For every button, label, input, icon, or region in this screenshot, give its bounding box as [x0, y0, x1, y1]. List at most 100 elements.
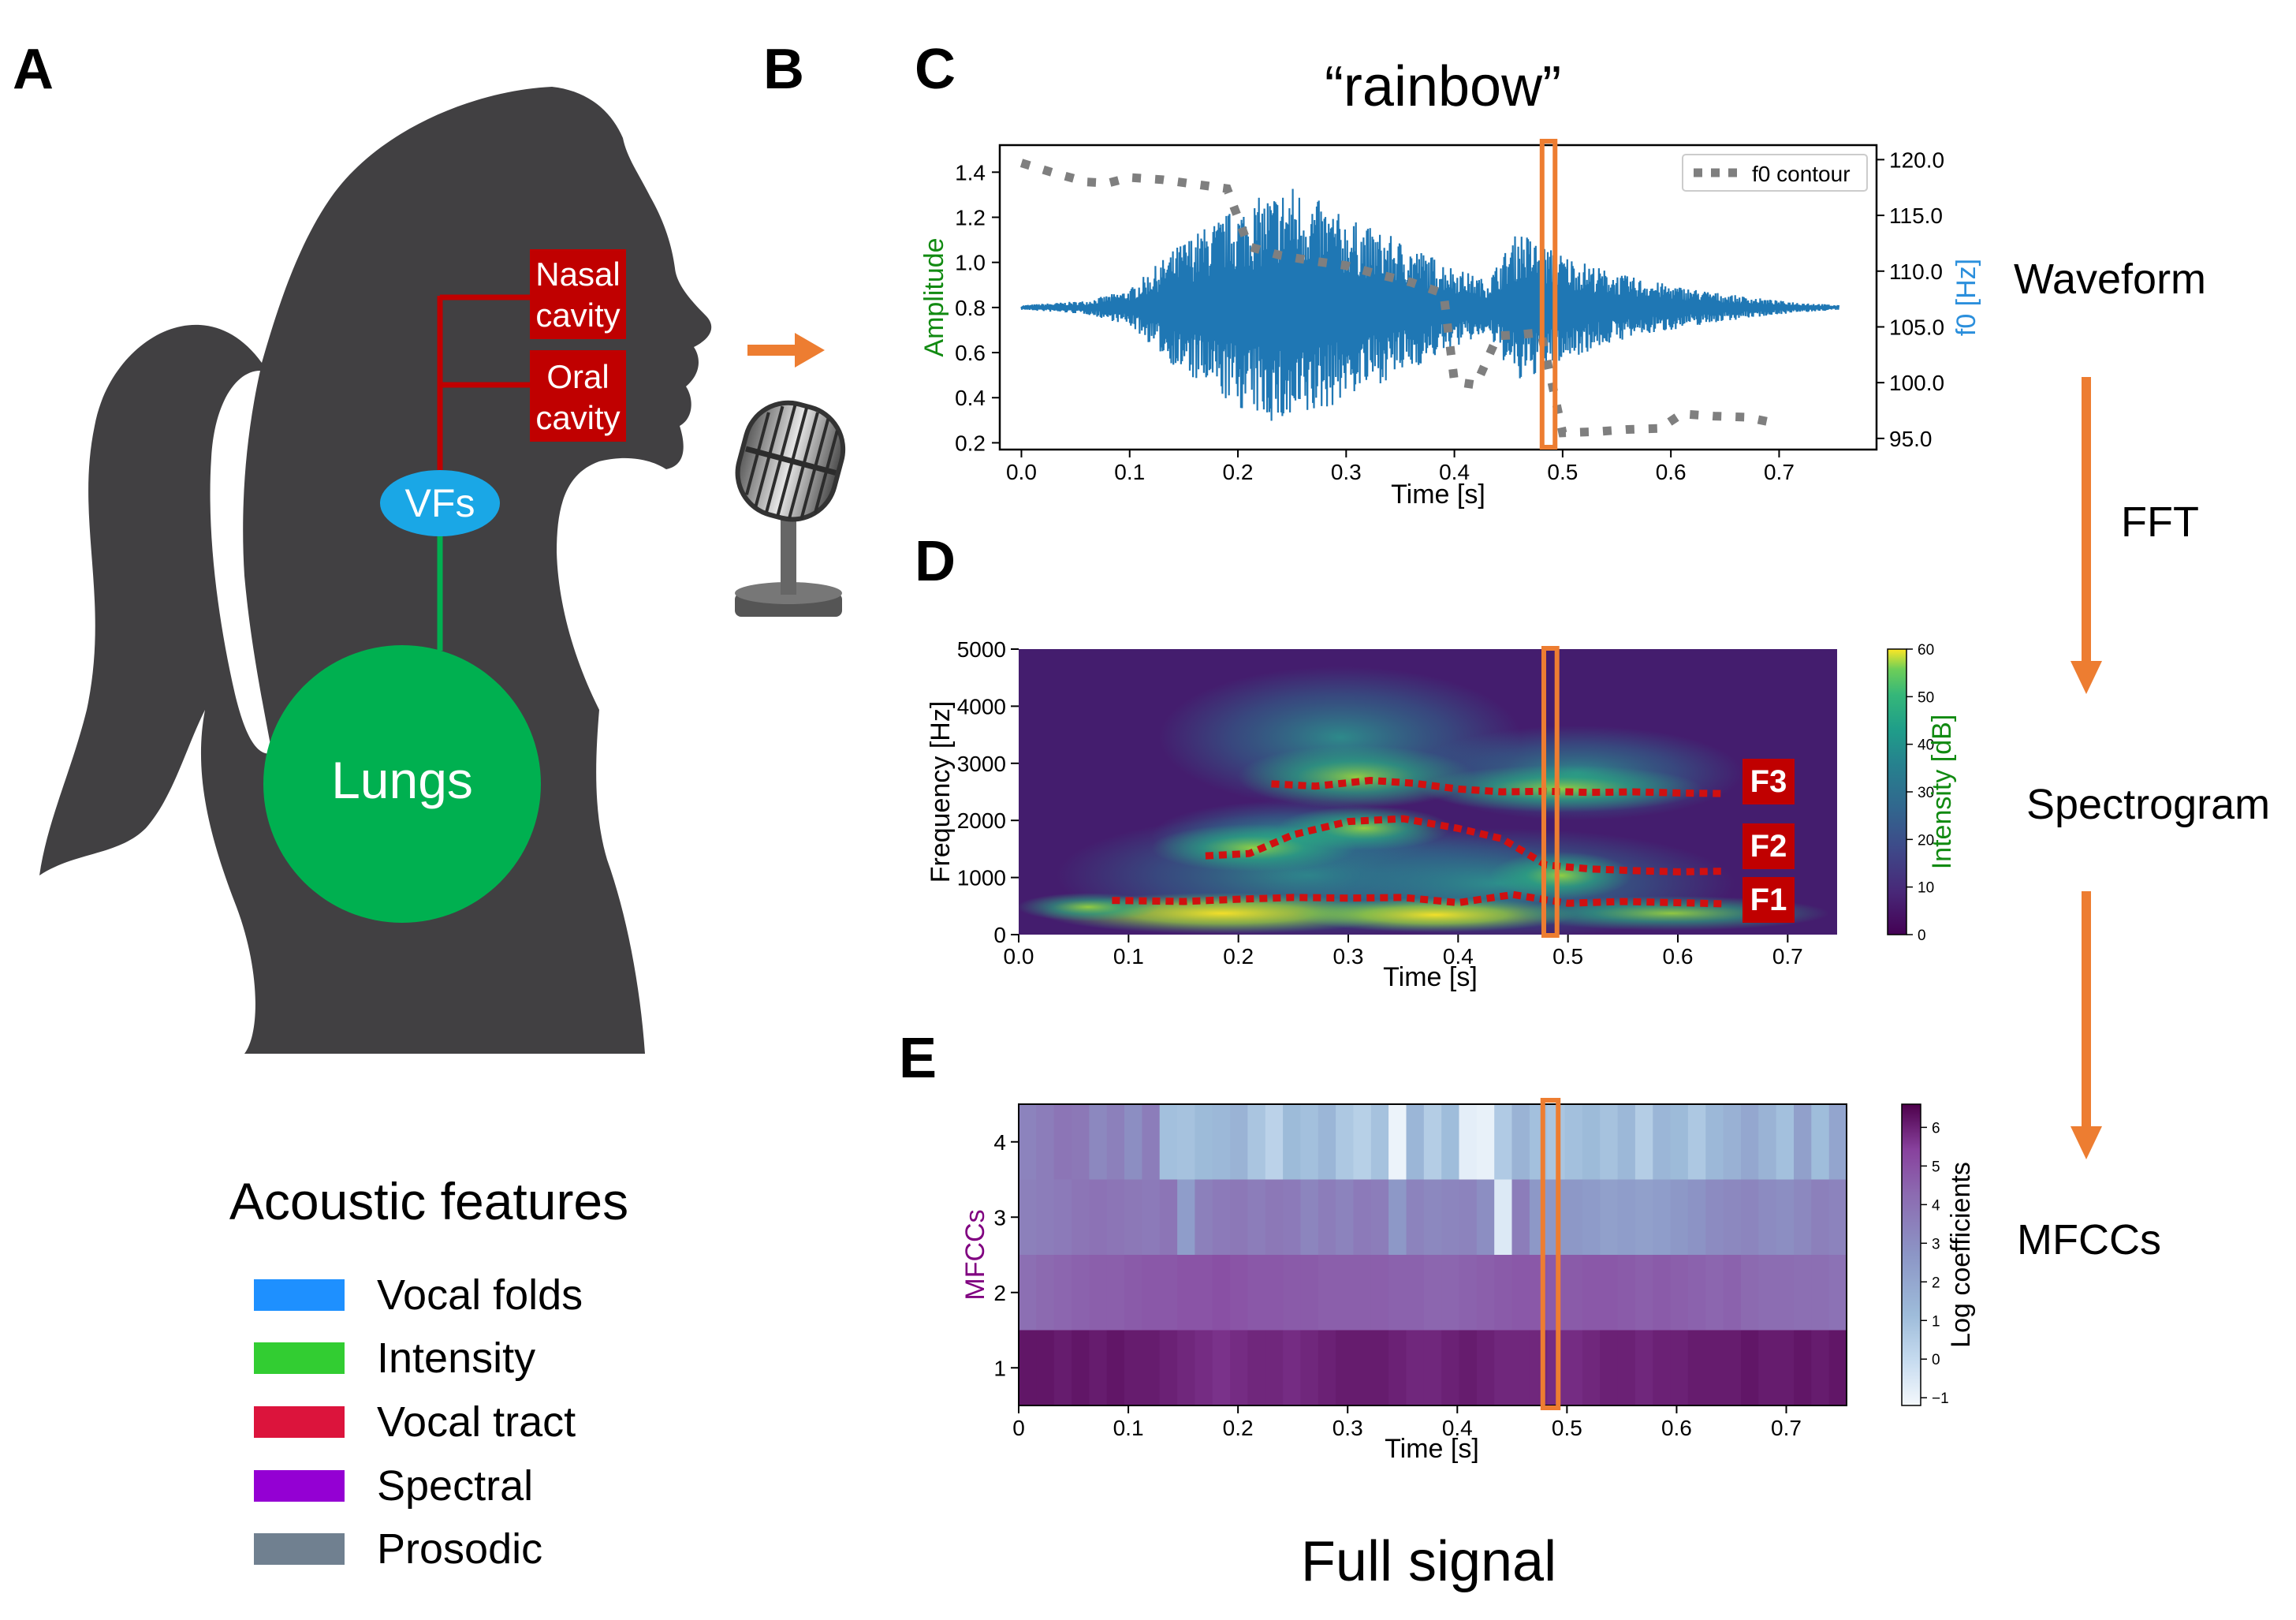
pipeline-fft: FFT	[2121, 498, 2199, 546]
highlight-window	[1540, 1098, 1561, 1410]
mfcc-cell	[1600, 1255, 1619, 1331]
y-tick-label: 3	[993, 1205, 1006, 1230]
x-tick-label: 0.7	[1771, 1416, 1802, 1440]
mfcc-cell	[1582, 1104, 1601, 1180]
mfcc-cell	[1687, 1255, 1706, 1331]
mfcc-cell	[1634, 1330, 1653, 1405]
mfcc-cell	[1212, 1179, 1231, 1255]
colorbar-tick-label: 2	[1932, 1275, 1940, 1291]
mfcc-cell	[1653, 1179, 1672, 1255]
mfcc-cell	[1564, 1104, 1583, 1180]
panel-letter-d: D	[915, 530, 956, 593]
mfcc-cell	[1423, 1330, 1442, 1405]
mfcc-cell	[1265, 1179, 1284, 1255]
mfcc-cell	[1741, 1179, 1759, 1255]
mfcc-cell	[1353, 1330, 1372, 1405]
x-axis-label: Time [s]	[1391, 480, 1485, 510]
svg-text:Oral: Oral	[546, 358, 609, 395]
word-title: “rainbow”	[1325, 55, 1561, 118]
legend-item-spectral: Spectral	[254, 1462, 533, 1510]
y2-tick-label: 115.0	[1889, 203, 1943, 228]
mfcc-cell	[1124, 1255, 1142, 1331]
spectrogram-chart: F3 F2 F1 0.0 0.1 0.2 0.3 0.4 0.5 0.6 0.7 0 1000 2…	[926, 637, 1957, 992]
svg-text:VFs: VFs	[405, 481, 475, 525]
y2-tick-label: 120.0	[1889, 147, 1944, 172]
formant-track-f2	[1205, 815, 1722, 875]
legend-entry-f0: f0 contour	[1752, 162, 1851, 186]
mfcc-cell	[1406, 1330, 1425, 1405]
y-tick-label: 2	[993, 1281, 1006, 1305]
legend-swatch	[254, 1342, 345, 1374]
x-tick-label: 0.3	[1332, 1416, 1363, 1440]
mfcc-cell	[1019, 1104, 1037, 1180]
colorbar-label: Intensity [dB]	[1927, 715, 1957, 870]
svg-text:cavity: cavity	[535, 297, 620, 334]
mfcc-cell	[1511, 1255, 1530, 1331]
colorbar-tick-label: 5	[1932, 1159, 1940, 1175]
mfcc-cell	[1072, 1104, 1090, 1180]
mfcc-cell	[1617, 1255, 1636, 1331]
mfcc-cell	[1036, 1179, 1055, 1255]
lungs-label: Lungs	[263, 645, 541, 923]
legend-item-vocal-tract: Vocal tract	[254, 1398, 576, 1446]
colorbar-tick-label: 4	[1932, 1197, 1940, 1214]
x-tick-label: 0.2	[1223, 1416, 1254, 1440]
mfcc-cell	[1511, 1179, 1530, 1255]
mfcc-cell	[1494, 1255, 1513, 1331]
mfcc-cell	[1265, 1330, 1284, 1405]
mfcc-cell	[1212, 1330, 1231, 1405]
mfcc-cell	[1177, 1330, 1195, 1405]
mfcc-cell	[1494, 1104, 1513, 1180]
mfcc-cell	[1195, 1179, 1213, 1255]
mfcc-cell	[1053, 1104, 1072, 1180]
mfcc-cell	[1758, 1179, 1777, 1255]
mfcc-cell	[1794, 1255, 1812, 1331]
mfcc-cell	[1600, 1104, 1619, 1180]
mfcc-cell	[1441, 1330, 1460, 1405]
y-tick-label: 2000	[957, 808, 1006, 833]
mfcc-cell	[1828, 1255, 1847, 1331]
mfcc-cell	[1370, 1179, 1389, 1255]
mfcc-cell	[1230, 1330, 1248, 1405]
mfcc-cell	[1247, 1330, 1266, 1405]
down-arrow-icon	[2070, 377, 2102, 694]
mfcc-cell	[1370, 1330, 1389, 1405]
x-tick-label: 0.0	[1004, 944, 1034, 969]
vocal-tract-lines	[437, 294, 530, 489]
mfcc-cell	[1072, 1330, 1090, 1405]
mfcc-cell	[1318, 1104, 1336, 1180]
mfcc-cell	[1776, 1179, 1795, 1255]
mfcc-cell	[1019, 1330, 1037, 1405]
mfcc-cell	[1353, 1104, 1372, 1180]
down-arrow-icon	[2070, 891, 2102, 1159]
colorbar-tick-label: 0	[1932, 1352, 1940, 1368]
svg-text:Lungs: Lungs	[331, 751, 473, 809]
legend-swatch	[254, 1406, 345, 1438]
mfcc-cell	[1195, 1330, 1213, 1405]
mfcc-cell	[1159, 1255, 1178, 1331]
mfcc-cell	[1177, 1255, 1195, 1331]
mfcc-cell	[1441, 1179, 1460, 1255]
mfcc-cell	[1089, 1179, 1108, 1255]
colorbar-tick-label: 30	[1918, 785, 1934, 801]
y-tick-label: 0.8	[955, 296, 986, 320]
formant-label-f3: F3	[1742, 759, 1795, 804]
mfcc-cell	[1687, 1330, 1706, 1405]
x-tick-label: 0.2	[1223, 460, 1254, 484]
colorbar-tick-label: 6	[1932, 1120, 1940, 1137]
formant-track-f3	[1271, 776, 1722, 797]
mfcc-cell	[1776, 1330, 1795, 1405]
x-tick-label: 0.7	[1772, 944, 1803, 969]
colorbar-tick-label: 10	[1918, 880, 1934, 897]
legend-title: Acoustic features	[229, 1172, 628, 1230]
mfcc-cell	[1247, 1179, 1266, 1255]
mfcc-cell	[1036, 1255, 1055, 1331]
mfcc-cell	[1459, 1330, 1478, 1405]
mfcc-cell	[1388, 1179, 1407, 1255]
mfcc-cell	[1564, 1255, 1583, 1331]
mfcc-cell	[1318, 1179, 1336, 1255]
mfcc-cell	[1019, 1255, 1037, 1331]
mfcc-heatmap	[1019, 1104, 1847, 1405]
y-tick-label: 0	[993, 923, 1006, 947]
mfcc-cell	[1758, 1255, 1777, 1331]
